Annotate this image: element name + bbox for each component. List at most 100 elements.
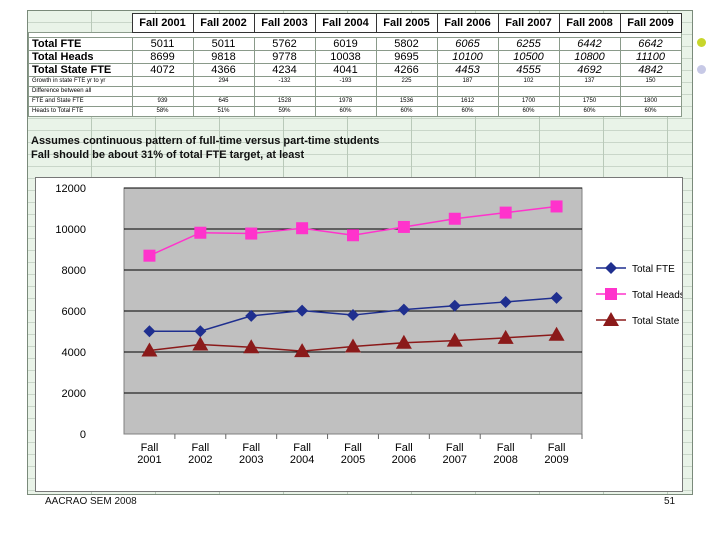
table-cell: 4692: [558, 63, 621, 77]
table-cell: [131, 86, 194, 97]
table-cell: 1978: [314, 96, 377, 107]
table-cell: 9778: [253, 50, 316, 64]
table-cell: 11100: [619, 50, 682, 64]
footer-text: AACRAO SEM 2008: [45, 496, 137, 507]
table-cell: 8699: [131, 50, 194, 64]
column-header: Fall 2002: [192, 13, 255, 33]
x-tick-label: 2006: [392, 454, 416, 466]
x-tick-label: 2008: [493, 454, 517, 466]
table-cell: 5762: [253, 37, 316, 51]
table-cell: 4072: [131, 63, 194, 77]
table-cell: 60%: [497, 106, 560, 117]
table-cell: 9818: [192, 50, 255, 64]
row-label: Heads to Total FTE: [28, 106, 133, 117]
table-row-small: Difference between all: [28, 86, 682, 97]
table-cell: 1612: [436, 96, 499, 107]
chart-container: 0 2000 4000 6000 8000 10000 12000 Fall 2001 Fall 2…: [35, 177, 683, 492]
table-cell: 645: [192, 96, 255, 107]
note-line-1: Assumes continuous pattern of full-time …: [31, 135, 380, 147]
data-point-total-heads: [448, 212, 461, 225]
table-cell: 6065: [436, 37, 499, 51]
row-label: Total FTE: [28, 37, 133, 51]
column-header: Fall 2005: [375, 13, 438, 33]
table-cell: 1700: [497, 96, 560, 107]
data-point-total-state-fte: [192, 336, 209, 351]
table-cell: 4453: [436, 63, 499, 77]
data-point-total-state-fte: [141, 342, 158, 357]
x-tick-label: Fall: [242, 442, 260, 454]
table-cell: 4366: [192, 63, 255, 77]
table-cell: 939: [131, 96, 194, 107]
row-label: FTE and State FTE: [28, 96, 133, 107]
table-cell: 9695: [375, 50, 438, 64]
table-cell: 60%: [558, 106, 621, 117]
table-cell: [619, 86, 682, 97]
corner-cell: [29, 14, 133, 33]
table-cell: -193: [314, 76, 377, 87]
table-cell: 1800: [619, 96, 682, 107]
decorative-dot-lavender: [697, 65, 706, 74]
data-point-total-heads: [245, 227, 258, 240]
table-cell: 4234: [253, 63, 316, 77]
table-cell: [436, 86, 499, 97]
x-tick-label: 2004: [290, 454, 314, 466]
data-point-total-state-fte: [345, 338, 361, 353]
data-point-total-heads: [296, 222, 309, 235]
x-tick-label: Fall: [191, 442, 209, 454]
data-point-total-fte: [143, 325, 156, 338]
table-row: Total FTE 5011 5011 5762 6019 5802 6065 6255 644…: [28, 37, 682, 51]
legend-label: Total FTE: [632, 264, 675, 275]
x-tick-label: 2005: [341, 454, 365, 466]
table-cell: 10500: [497, 50, 560, 64]
table-cell: [131, 76, 194, 87]
data-point-total-state-fte: [395, 334, 412, 349]
x-tick-label: 2001: [137, 454, 161, 466]
x-tick-label: 2009: [544, 454, 568, 466]
y-tick-label: 6000: [62, 306, 86, 318]
table-cell: 51%: [192, 106, 255, 117]
y-tick-label: 12000: [55, 183, 86, 195]
x-tick-label: Fall: [446, 442, 464, 454]
table-cell: 58%: [131, 106, 194, 117]
table-cell: 1750: [558, 96, 621, 107]
x-tick-label: 2003: [239, 454, 263, 466]
table-cell: [375, 86, 438, 97]
table-cell: 5802: [375, 37, 438, 51]
header-row: Fall 2001 Fall 2002 Fall 2003 Fall 2004 Fall…: [29, 13, 682, 33]
table-row: Total Heads 8699 9818 9778 10038 9695 10100 105…: [28, 50, 682, 64]
column-header: Fall 2009: [619, 13, 682, 33]
table-cell: 60%: [375, 106, 438, 117]
notes: Assumes continuous pattern of full-time …: [31, 134, 379, 162]
table-cell: [192, 86, 255, 97]
data-point-total-heads: [143, 249, 156, 262]
decorative-dot-yellow: [697, 38, 706, 47]
table-cell: [497, 86, 560, 97]
data-point-total-heads: [194, 226, 207, 239]
table-cell: 10100: [436, 50, 499, 64]
x-tick-label: Fall: [141, 442, 159, 454]
data-point-total-fte: [499, 295, 512, 308]
data-point-total-state-fte: [548, 326, 565, 341]
table-cell: 60%: [619, 106, 682, 117]
data-point-total-fte: [296, 304, 309, 317]
x-tick-label: 2007: [443, 454, 467, 466]
data-point-total-heads: [499, 206, 512, 219]
table-cell: 6442: [558, 37, 621, 51]
y-tick-label: 4000: [62, 347, 86, 359]
column-header: Fall 2001: [131, 13, 194, 33]
table-cell: 4555: [497, 63, 560, 77]
row-label: Growth in state FTE yr to yr: [28, 76, 133, 87]
table-row: Total State FTE 4072 4366 4234 4041 4266 4453 4…: [28, 63, 682, 77]
data-point-total-heads: [347, 229, 359, 242]
page-number: 51: [664, 496, 676, 507]
y-tick-label: 2000: [62, 388, 86, 400]
table-cell: [558, 86, 621, 97]
data-table: Fall 2001 Fall 2002 Fall 2003 Fall 2004 Fall…: [28, 13, 682, 117]
data-point-total-state-fte: [497, 329, 514, 344]
legend-marker-total-state-fte: [603, 312, 619, 326]
table-cell: 294: [192, 76, 255, 87]
table-cell: 225: [375, 76, 438, 87]
table-cell: 6255: [497, 37, 560, 51]
data-point-total-fte: [245, 309, 258, 322]
column-header: Fall 2008: [558, 13, 621, 33]
